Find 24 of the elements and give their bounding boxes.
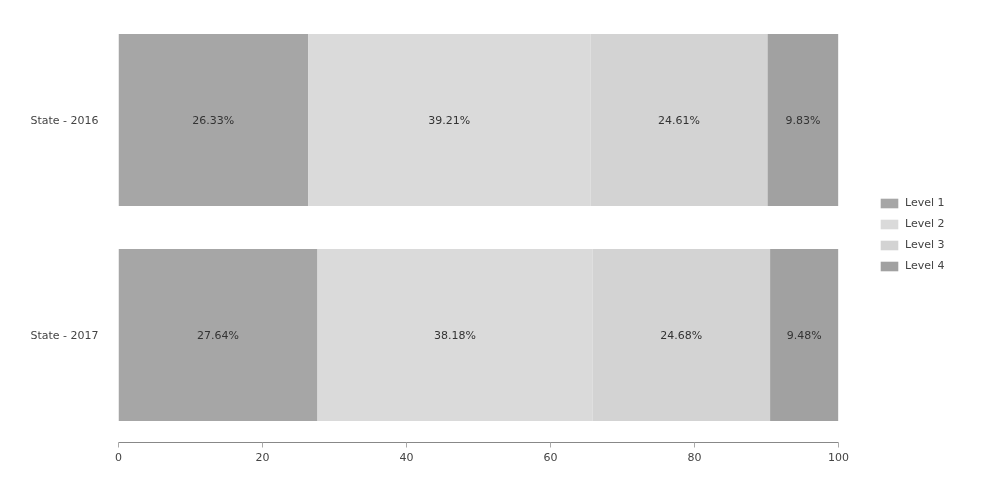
bar	[118, 249, 318, 421]
y-tick-label: State - 2017	[30, 328, 99, 342]
data-label: 24.61%	[658, 113, 700, 127]
x-tick-label: 40	[399, 450, 414, 464]
x-tick-label: 0	[115, 450, 122, 464]
data-label: 26.33%	[192, 113, 235, 127]
legend-label: Level 2	[905, 217, 945, 230]
data-label: 9.83%	[785, 113, 821, 127]
x-tick-label: 60	[543, 450, 558, 464]
legend-label: Level 3	[905, 238, 945, 251]
x-tick-label: 20	[255, 450, 270, 464]
x-tick-label: 80	[687, 450, 702, 464]
data-label: 24.68%	[660, 328, 703, 342]
y-tick-label: State - 2016	[30, 113, 99, 127]
data-label: 27.64%	[197, 328, 239, 342]
legend-label: Level 1	[905, 196, 945, 209]
x-tick-label: 100	[828, 450, 849, 464]
bar	[767, 34, 839, 206]
data-label: 38.18%	[433, 328, 476, 342]
legend-label: Level 4	[905, 259, 945, 272]
bar	[118, 34, 309, 206]
bar	[770, 249, 839, 421]
data-label: 39.21%	[428, 113, 471, 127]
data-label: 9.48%	[786, 328, 822, 342]
